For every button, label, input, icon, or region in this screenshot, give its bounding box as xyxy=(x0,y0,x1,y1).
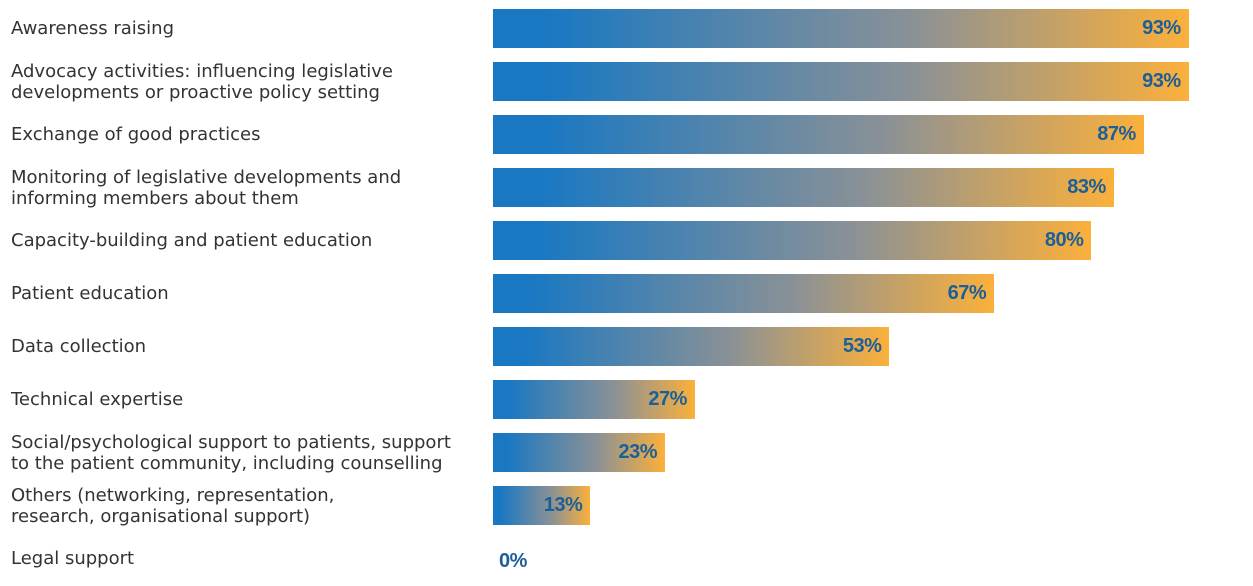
data-label: 67% xyxy=(947,282,987,304)
category-label: Capacity-building and patient education xyxy=(11,230,373,251)
bar xyxy=(493,274,995,313)
bar xyxy=(493,380,695,419)
bar xyxy=(493,115,1144,154)
bar xyxy=(493,168,1114,207)
bar xyxy=(493,221,1092,260)
data-label: 53% xyxy=(842,335,882,357)
data-label: 23% xyxy=(618,441,658,463)
category-label: Data collection xyxy=(11,336,147,357)
bar xyxy=(493,327,890,366)
data-label: 0% xyxy=(499,550,527,572)
data-label: 83% xyxy=(1067,176,1106,198)
data-label: 13% xyxy=(543,494,583,516)
data-label: 27% xyxy=(648,388,687,410)
category-label: Technical expertise xyxy=(11,389,184,410)
bar xyxy=(493,62,1189,101)
category-label: Advocacy activities: influencing legisla… xyxy=(11,60,394,103)
data-label: 93% xyxy=(1142,17,1181,39)
category-label: Patient education xyxy=(11,283,169,304)
category-label: Legal support xyxy=(11,548,135,569)
category-label: Monitoring of legislative developments a… xyxy=(11,166,402,209)
category-label: Others (networking, representation, rese… xyxy=(11,484,335,527)
data-label: 93% xyxy=(1142,70,1181,92)
horizontal-bar-chart: Awareness raising 93% Advocacy activities:… xyxy=(11,9,1189,572)
category-label: Awareness raising xyxy=(11,18,175,39)
bar xyxy=(493,486,591,525)
bar xyxy=(493,433,666,472)
category-label: Social/psychological support to patients… xyxy=(11,431,451,474)
category-label: Exchange of good practices xyxy=(11,124,261,145)
data-label: 80% xyxy=(1044,229,1084,251)
data-label: 87% xyxy=(1097,123,1136,145)
bar xyxy=(493,9,1189,48)
